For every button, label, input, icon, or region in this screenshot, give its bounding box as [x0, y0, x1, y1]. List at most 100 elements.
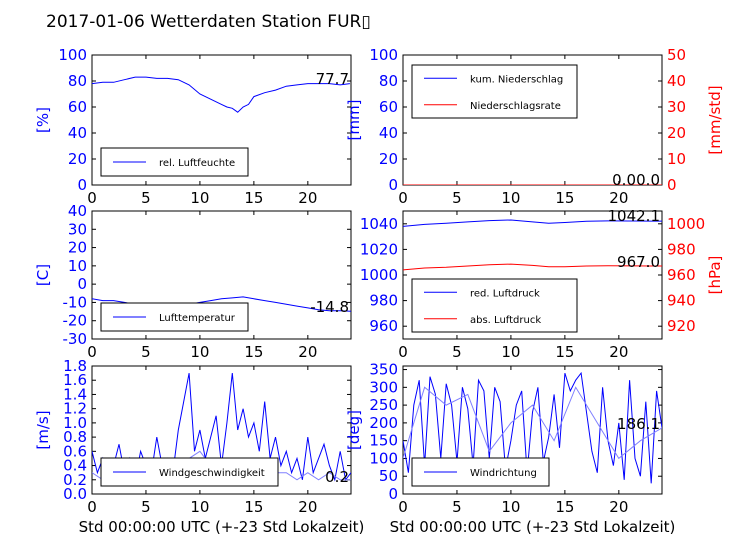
y2-tick-label: 960	[667, 266, 696, 284]
y-tick-label: 0.0	[63, 485, 87, 503]
y-tick-label: 20	[379, 150, 398, 168]
y-tick-label: 1.6	[63, 371, 87, 389]
x-tick-label: 10	[501, 498, 520, 516]
figure-title: 2017-01-06 Wetterdaten Station FUR▯	[46, 12, 371, 32]
y2-axis-label: [hPa]	[706, 256, 724, 295]
y-tick-label: 20	[68, 150, 87, 168]
y2-tick-label: 920	[667, 317, 696, 335]
legend-label: Lufttemperatur	[159, 313, 236, 324]
panel-3: 0 5 10 15 20-30-20-10010203040[C]-14.8Luftte…	[34, 202, 352, 361]
x-tick-label: 15	[244, 343, 263, 361]
x-tick-label: 20	[298, 498, 317, 516]
x-tick-label: 10	[190, 343, 209, 361]
x-tick-label: 5	[452, 498, 462, 516]
x-tick-label: 15	[555, 498, 574, 516]
y2-tick-label: 50	[667, 46, 686, 64]
y-tick-label: 0.4	[63, 457, 87, 475]
y-tick-label: 0.2	[63, 471, 87, 489]
y-tick-label: 1.0	[63, 414, 87, 432]
y-axis-label: [mm]	[345, 100, 363, 141]
x-tick-label: 15	[555, 189, 574, 207]
x-tick-label: 10	[190, 189, 209, 207]
legend-box	[411, 64, 578, 119]
value-annotation: 0.2	[325, 468, 349, 486]
y2-axis-label: [mm/std]	[706, 85, 724, 154]
legend-label: abs. Luftdruck	[470, 315, 541, 326]
y-axis-label: [deg]	[345, 410, 363, 450]
y-tick-label: -30	[63, 330, 88, 348]
y-tick-label: 10	[68, 257, 87, 275]
x-tick-label: 15	[244, 189, 263, 207]
x-tick-label: 20	[609, 343, 628, 361]
y-tick-label: 1040	[360, 215, 398, 233]
legend: Windrichtung	[411, 457, 550, 487]
x-axis-label: Std 00:00:00 UTC (+-23 Std Lokalzeit)	[390, 518, 676, 536]
legend: kum. Niederschlag Niederschlagsrate	[411, 64, 578, 119]
y2-tick-label: 1000	[667, 215, 705, 233]
value-annotation: 1042.1	[608, 207, 661, 225]
x-tick-label: 15	[244, 498, 263, 516]
x-tick-label: 10	[501, 189, 520, 207]
y-tick-label: 100	[369, 449, 398, 467]
x-tick-label: 0	[87, 343, 97, 361]
y-tick-label: 350	[369, 361, 398, 379]
x-tick-label: 5	[452, 343, 462, 361]
x-tick-label: 5	[141, 498, 151, 516]
y2-tick-label: 10	[667, 150, 686, 168]
value-annotation: -14.8	[310, 298, 349, 316]
y-axis-label: [%]	[34, 107, 52, 133]
y-tick-label: 100	[369, 46, 398, 64]
x-tick-label: 20	[609, 498, 628, 516]
legend: rel. Luftfeuchte	[100, 147, 249, 177]
x-tick-label: 20	[298, 189, 317, 207]
x-tick-label: 0	[398, 498, 408, 516]
y-tick-label: 1.4	[63, 385, 87, 403]
series-line-2	[403, 263, 662, 271]
x-tick-label: 5	[141, 189, 151, 207]
y-tick-label: 100	[58, 46, 87, 64]
y-tick-label: 0	[77, 275, 87, 293]
y2-tick-label: 40	[667, 72, 686, 90]
y-tick-label: 1.8	[63, 357, 87, 375]
x-tick-label: 10	[190, 498, 209, 516]
legend: Windgeschwindigkeit	[100, 457, 279, 487]
value-annotation: 0.0	[636, 171, 660, 189]
x-tick-label: 20	[298, 343, 317, 361]
y2-tick-label: 0	[667, 176, 677, 194]
y-tick-label: 40	[68, 202, 87, 220]
y-tick-label: 200	[369, 414, 398, 432]
y-tick-label: 0.6	[63, 442, 87, 460]
series-line-2	[403, 386, 662, 460]
y-tick-label: 0	[77, 176, 87, 194]
y-tick-label: 60	[379, 98, 398, 116]
value-annotation: 77.7	[316, 70, 349, 88]
y2-tick-label: 20	[667, 124, 686, 142]
y2-tick-label: 980	[667, 240, 696, 258]
y-tick-label: 150	[369, 432, 398, 450]
legend-box	[411, 278, 578, 333]
y-tick-label: 250	[369, 396, 398, 414]
y-tick-label: 0.8	[63, 428, 87, 446]
x-tick-label: 0	[87, 498, 97, 516]
legend: red. Luftdruck abs. Luftdruck	[411, 278, 578, 333]
x-axis-label: Std 00:00:00 UTC (+-23 Std Lokalzeit)	[79, 518, 365, 536]
series-line-1	[403, 219, 662, 227]
x-tick-label: 0	[398, 343, 408, 361]
y-tick-label: 0	[388, 176, 398, 194]
x-tick-label: 15	[555, 343, 574, 361]
x-tick-label: 5	[141, 343, 151, 361]
legend-label: Niederschlagsrate	[470, 101, 561, 112]
legend-label: Windgeschwindigkeit	[159, 468, 265, 479]
panel-5: 0 5 10 15 200.00.20.40.60.81.01.21.41.61.8[m…	[34, 357, 364, 536]
value-annotation-2: 0.0	[612, 171, 636, 189]
legend: Lufttemperatur	[100, 302, 249, 332]
y-tick-label: 1020	[360, 240, 398, 258]
value-annotation-2: 967.0	[617, 253, 660, 271]
legend-label: Windrichtung	[470, 468, 537, 479]
x-tick-label: 0	[398, 189, 408, 207]
x-tick-label: 10	[501, 343, 520, 361]
series-line-1	[403, 371, 662, 484]
y-axis-label: [C]	[34, 264, 52, 286]
